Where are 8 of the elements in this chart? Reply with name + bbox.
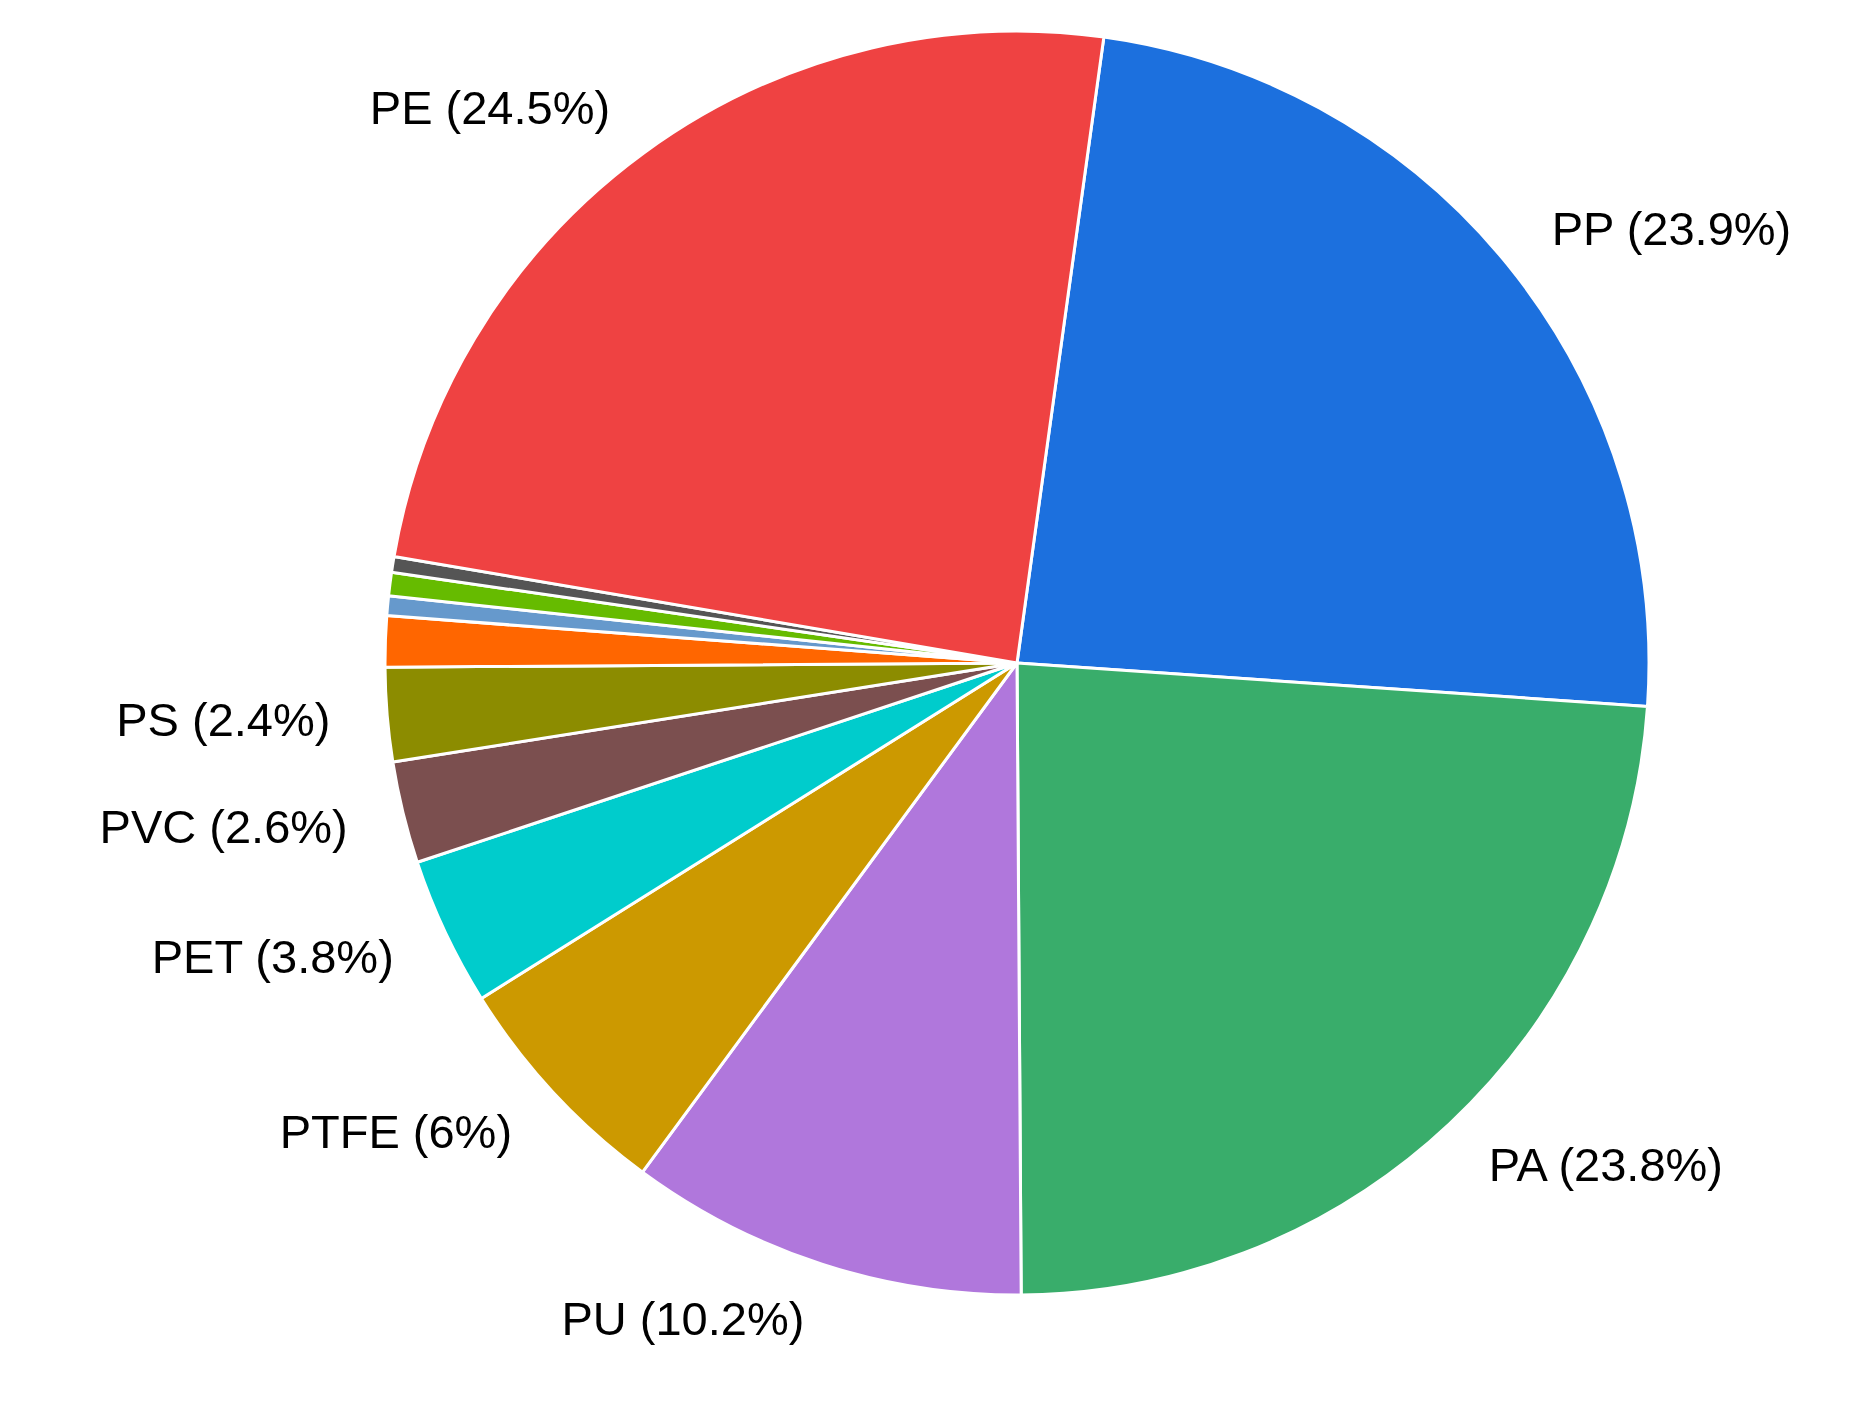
slice-label: PP (23.9%) (1551, 202, 1792, 256)
slice-label: PVC (2.6%) (99, 799, 348, 853)
slice-label: PTFE (6%) (279, 1105, 513, 1159)
slice-label: PU (10.2%) (561, 1291, 805, 1345)
slice-label: PS (2.4%) (116, 692, 331, 746)
slice-label: PE (24.5%) (369, 80, 611, 134)
slice-label: PA (23.8%) (1488, 1138, 1723, 1192)
slice-label: PET (3.8%) (151, 929, 394, 983)
